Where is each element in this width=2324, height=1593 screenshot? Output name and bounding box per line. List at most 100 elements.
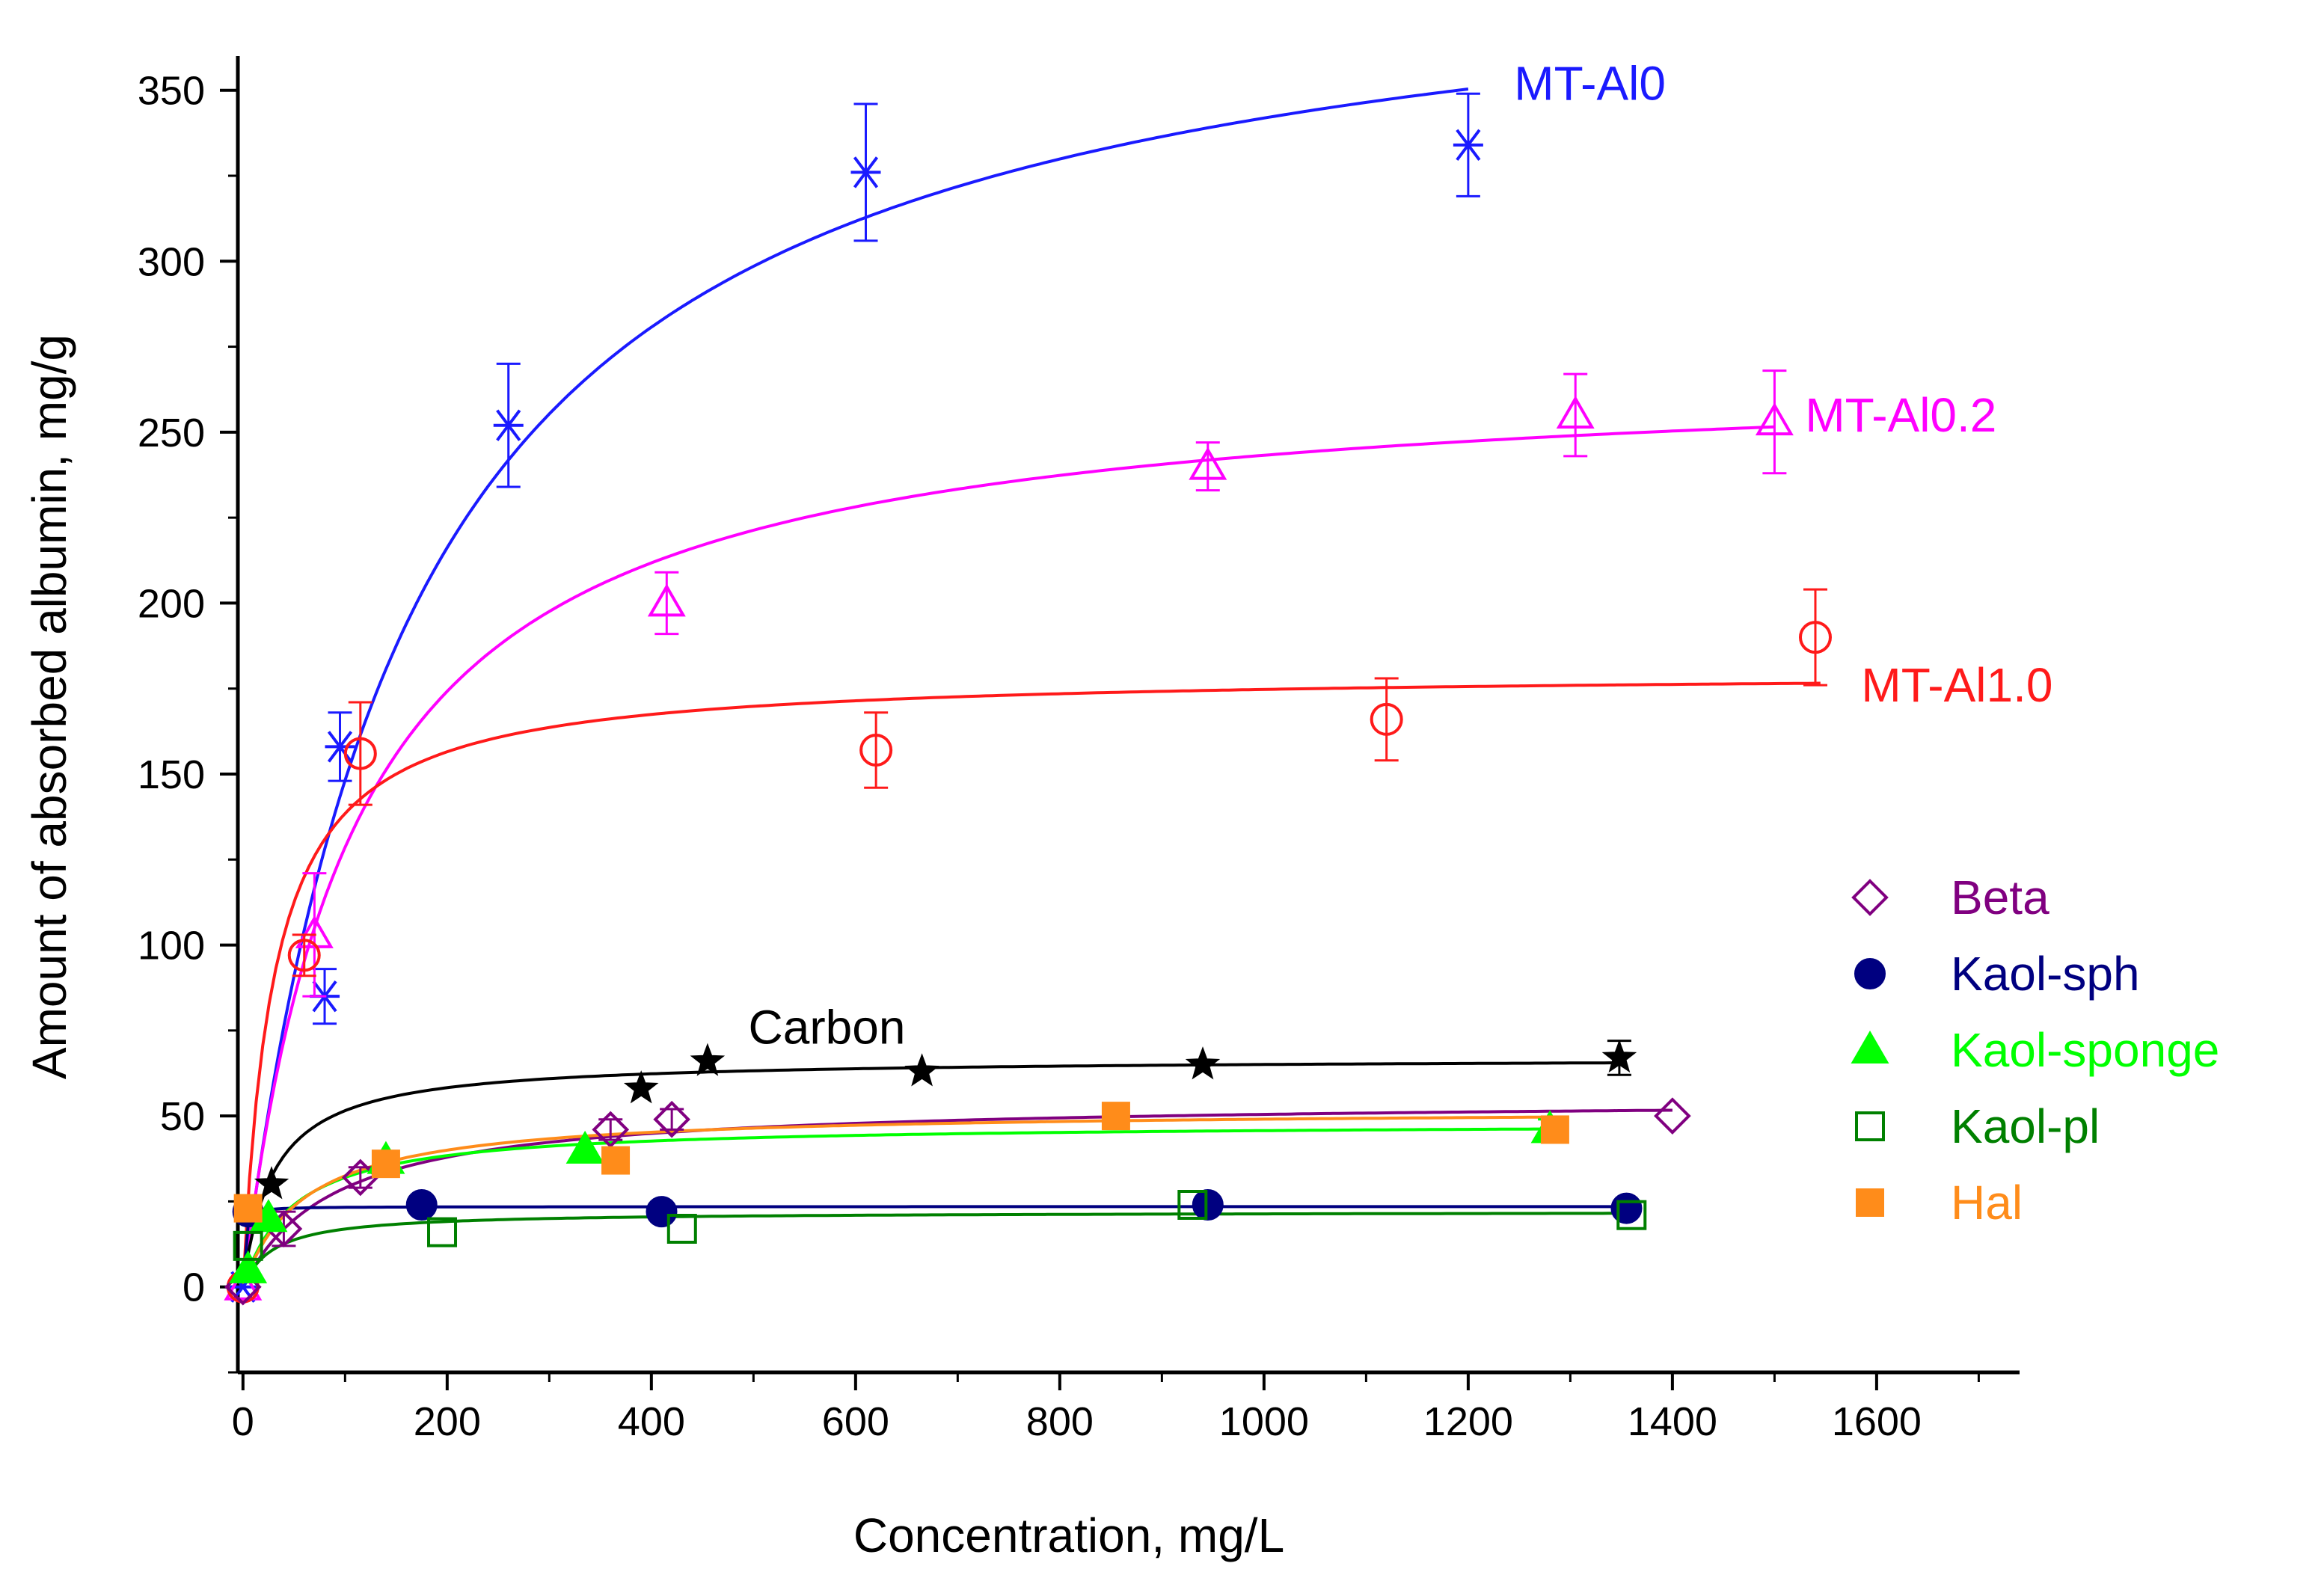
series-label-carbon: Carbon [749, 1000, 906, 1054]
legend-label-hal: Hal [1951, 1176, 2023, 1230]
point-mt-al1-0 [859, 734, 893, 767]
point-carbon [623, 1070, 659, 1104]
point-kaol-pl [666, 1214, 697, 1244]
marker-shape [1556, 396, 1595, 429]
marker-stroke [327, 731, 353, 763]
marker-shape [1601, 1039, 1637, 1073]
marker-shape [1189, 446, 1227, 480]
x-tick-label: 1200 [1423, 1399, 1513, 1444]
point-hal [1540, 1115, 1569, 1144]
point-mt-al0-2 [1755, 402, 1794, 436]
y-tick-label: 150 [138, 752, 205, 797]
marker-shape [233, 1194, 263, 1223]
marker-shape [371, 1150, 400, 1179]
point-kaol-pl [427, 1217, 458, 1247]
marker-shape [1616, 1200, 1647, 1230]
point-beta [653, 1100, 690, 1138]
point-mt-al0-2 [647, 583, 686, 617]
legend-item-kaol-sph: Kaol-sph [1854, 947, 2140, 1001]
legend-label-kaol-sph: Kaol-sph [1951, 947, 2140, 1001]
marker-shape [690, 1043, 726, 1076]
marker-shape [1540, 1115, 1569, 1144]
point-carbon [254, 1166, 289, 1200]
legend-label-kaol-sponge: Kaol-sponge [1951, 1023, 2219, 1077]
y-tick-label: 50 [160, 1094, 205, 1139]
marker-shape [287, 939, 321, 972]
point-hal [1101, 1102, 1130, 1131]
fit-curve-beta [242, 1108, 1673, 1288]
y-tick-label: 0 [183, 1265, 205, 1310]
data-points [224, 92, 1832, 1306]
marker-shape [405, 1189, 438, 1221]
y-tick-label: 350 [138, 69, 205, 114]
marker-shape [647, 583, 686, 617]
x-tick-label: 200 [414, 1399, 481, 1444]
marker-shape [601, 1146, 631, 1175]
point-hal [601, 1146, 631, 1175]
x-tick-label: 1400 [1628, 1399, 1717, 1444]
marker-shape [1192, 1189, 1224, 1221]
marker-shape [1177, 1190, 1208, 1220]
marker-shape [1185, 1046, 1221, 1080]
point-mt-al0 [325, 731, 355, 763]
y-axis-title: Amount of absorbed albumin, mg/g [22, 334, 76, 1079]
legend-label-beta: Beta [1951, 871, 2049, 924]
point-beta [592, 1111, 630, 1149]
x-tick-label: 1000 [1219, 1399, 1309, 1444]
point-mt-al0 [1453, 129, 1483, 162]
marker-shape [254, 1166, 289, 1200]
fit-curve-kaol-sponge [241, 1127, 1551, 1288]
point-kaol-sph [646, 1196, 678, 1228]
legend-marker-kaol-pl [1855, 1111, 1885, 1141]
point-kaol-sponge [229, 1250, 268, 1283]
point-mt-al0-2 [224, 1267, 263, 1301]
marker-shape [224, 1267, 263, 1301]
x-tick-label: 800 [1026, 1399, 1094, 1444]
point-mt-al1-0 [1798, 621, 1832, 654]
marker-shape [1851, 879, 1889, 916]
point-kaol-pl [1616, 1200, 1647, 1230]
point-carbon [1601, 1039, 1637, 1073]
marker-shape [1855, 1111, 1885, 1141]
legend-item-kaol-sponge: Kaol-sponge [1851, 1023, 2219, 1077]
x-tick-label: 400 [618, 1399, 685, 1444]
marker-shape [229, 1250, 268, 1283]
legend-item-beta: Beta [1851, 871, 2049, 924]
marker-shape [1856, 1188, 1884, 1217]
marker-stroke [853, 156, 879, 188]
marker-shape [623, 1070, 659, 1104]
x-tick-label: 1600 [1832, 1399, 1922, 1444]
point-beta [1654, 1097, 1691, 1135]
point-mt-al0 [850, 156, 881, 188]
marker-shape [859, 734, 893, 767]
point-kaol-sph [405, 1189, 438, 1221]
point-mt-al1-0 [343, 737, 377, 770]
fit-curve-carbon [241, 1061, 1622, 1288]
marker-shape [1654, 1097, 1691, 1135]
legend-item-kaol-pl: Kaol-pl [1855, 1099, 2100, 1153]
legend-label-kaol-pl: Kaol-pl [1951, 1099, 2100, 1153]
x-axis-title: Concentration, mg/L [853, 1508, 1284, 1562]
point-kaol-sph [1610, 1192, 1643, 1224]
y-tick-label: 100 [138, 924, 205, 969]
marker-shape [295, 915, 334, 948]
fit-curve-mt-al0-2 [241, 425, 1775, 1287]
point-mt-al1-0 [1370, 702, 1403, 736]
marker-shape [904, 1053, 939, 1087]
fit-curve-kaol-sph [241, 1205, 1627, 1287]
marker-shape [646, 1196, 678, 1228]
point-mt-al0-2 [1556, 396, 1595, 429]
fit-curve-kaol-pl [242, 1212, 1632, 1288]
y-tick-label: 300 [138, 239, 205, 284]
marker-shape [592, 1111, 630, 1149]
marker-shape [666, 1214, 697, 1244]
legend-item-hal: Hal [1856, 1176, 2023, 1230]
fit-curve-hal [241, 1115, 1555, 1288]
marker-shape [653, 1100, 690, 1138]
marker-shape [565, 1130, 604, 1164]
point-hal [233, 1194, 263, 1223]
point-carbon [904, 1053, 939, 1087]
point-mt-al1-0 [287, 939, 321, 972]
marker-shape [1755, 402, 1794, 436]
